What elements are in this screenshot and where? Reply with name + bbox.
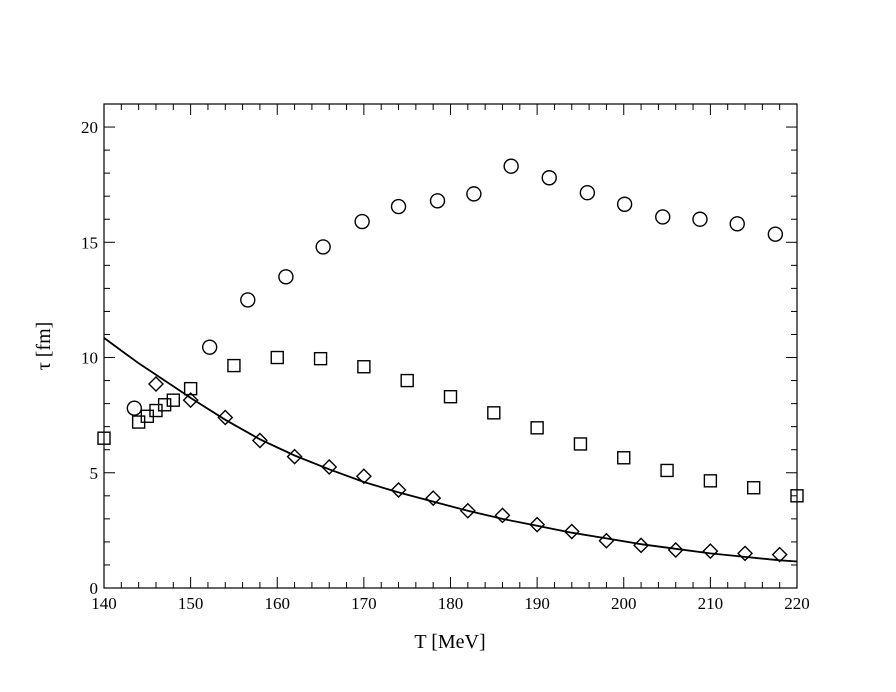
square-point (183, 381, 198, 396)
circle-point (655, 209, 671, 225)
series-line (103, 337, 798, 563)
y-tick-label: 20 (81, 118, 98, 137)
square-point (357, 360, 371, 374)
square-point (313, 351, 328, 366)
diamond-point (702, 543, 719, 560)
square-point (166, 393, 181, 407)
square-point (487, 406, 501, 420)
series-square (97, 350, 804, 503)
square-point (400, 373, 414, 388)
circle-point (503, 158, 519, 174)
x-tick-label: 160 (265, 594, 291, 613)
y-tick-label: 5 (90, 464, 99, 483)
tick-labels: 140 150 160 170 180 190 200 210 220 0 5 10 15 20 (81, 118, 810, 613)
diamond-point (494, 507, 511, 524)
series-diamond (147, 376, 788, 563)
diamond-point (737, 545, 754, 562)
data-series (97, 158, 804, 563)
diamond-point (459, 502, 476, 519)
square-point (746, 481, 761, 495)
diamond-point (563, 523, 580, 540)
diamond-point (321, 459, 338, 475)
x-tick-label: 190 (524, 594, 550, 613)
y-tick-label: 10 (81, 349, 98, 368)
x-tick-label: 170 (351, 594, 377, 613)
diamond-point (529, 516, 546, 533)
square-point (270, 350, 284, 365)
diamond-point (771, 546, 788, 563)
circle-point (278, 269, 294, 285)
circle-point (767, 226, 784, 242)
diamond-point (390, 482, 407, 499)
square-point (703, 474, 718, 488)
x-tick-label: 200 (611, 594, 637, 613)
square-point (227, 358, 241, 373)
square-point (790, 489, 804, 503)
circle-point (692, 211, 708, 227)
diamond-point (217, 409, 234, 426)
square-point (617, 451, 631, 465)
diamond-point (598, 532, 615, 549)
circle-point (729, 216, 745, 232)
circle-point (429, 193, 446, 209)
square-point (443, 390, 458, 404)
diamond-point (251, 432, 268, 449)
square-point (660, 463, 674, 478)
fit-curve (103, 337, 798, 563)
x-tick-label: 220 (784, 594, 810, 613)
x-tick-label: 140 (91, 594, 117, 613)
y-tick-label: 15 (81, 233, 98, 252)
circle-point (201, 339, 218, 355)
diamond-point (425, 490, 442, 507)
axis-ticks (103, 103, 798, 589)
circle-point (126, 400, 143, 416)
square-point (573, 437, 588, 451)
y-tick-label: 0 (90, 579, 99, 598)
circle-point (466, 186, 482, 202)
series-circle (126, 158, 784, 416)
circle-point (240, 292, 256, 308)
square-point (97, 431, 111, 445)
plot-frame (103, 103, 798, 589)
x-tick-label: 210 (698, 594, 724, 613)
circle-point (315, 239, 331, 255)
circle-point (354, 213, 370, 230)
y-axis-label: τ [fm] (33, 322, 55, 371)
circle-point (541, 170, 557, 186)
circle-point (616, 196, 633, 212)
square-point (157, 398, 172, 412)
x-tick-label: 150 (178, 594, 204, 613)
diamond-point (147, 376, 164, 393)
square-point (530, 421, 544, 435)
x-axis-label: T [MeV] (414, 631, 485, 653)
circle-point (579, 185, 596, 201)
diamond-point (182, 392, 199, 409)
diamond-point (355, 468, 372, 485)
x-tick-label: 180 (438, 594, 464, 613)
circle-point (390, 198, 407, 215)
